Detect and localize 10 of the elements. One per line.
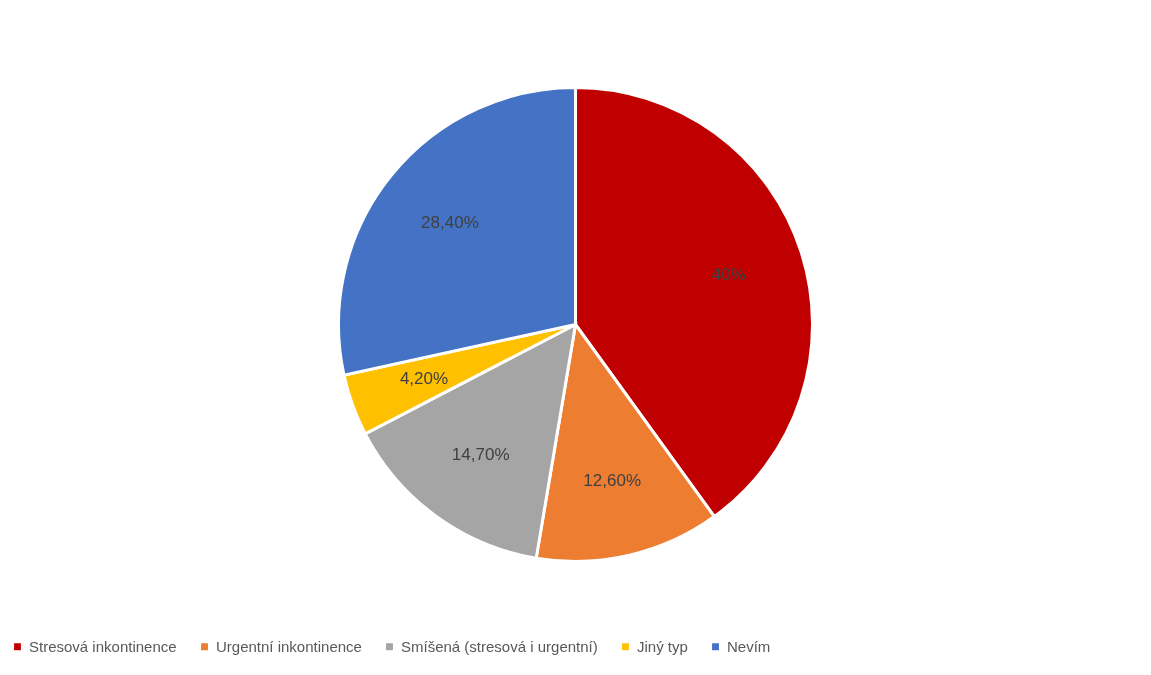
data-label: 4,20% [399,369,449,389]
legend-label: Urgentní inkontinence [216,637,362,655]
data-label: 14,70% [451,444,510,464]
legend-label: Nevím [727,637,771,655]
data-label: 12,60% [583,471,642,491]
data-label: 40% [711,264,746,284]
legend-label: Jiný typ [637,637,688,655]
legend-label: Stresová inkontinence [29,637,177,655]
legend-label: Smíšená (stresová i urgentní) [401,637,598,655]
data-label: 28,40% [421,213,479,233]
